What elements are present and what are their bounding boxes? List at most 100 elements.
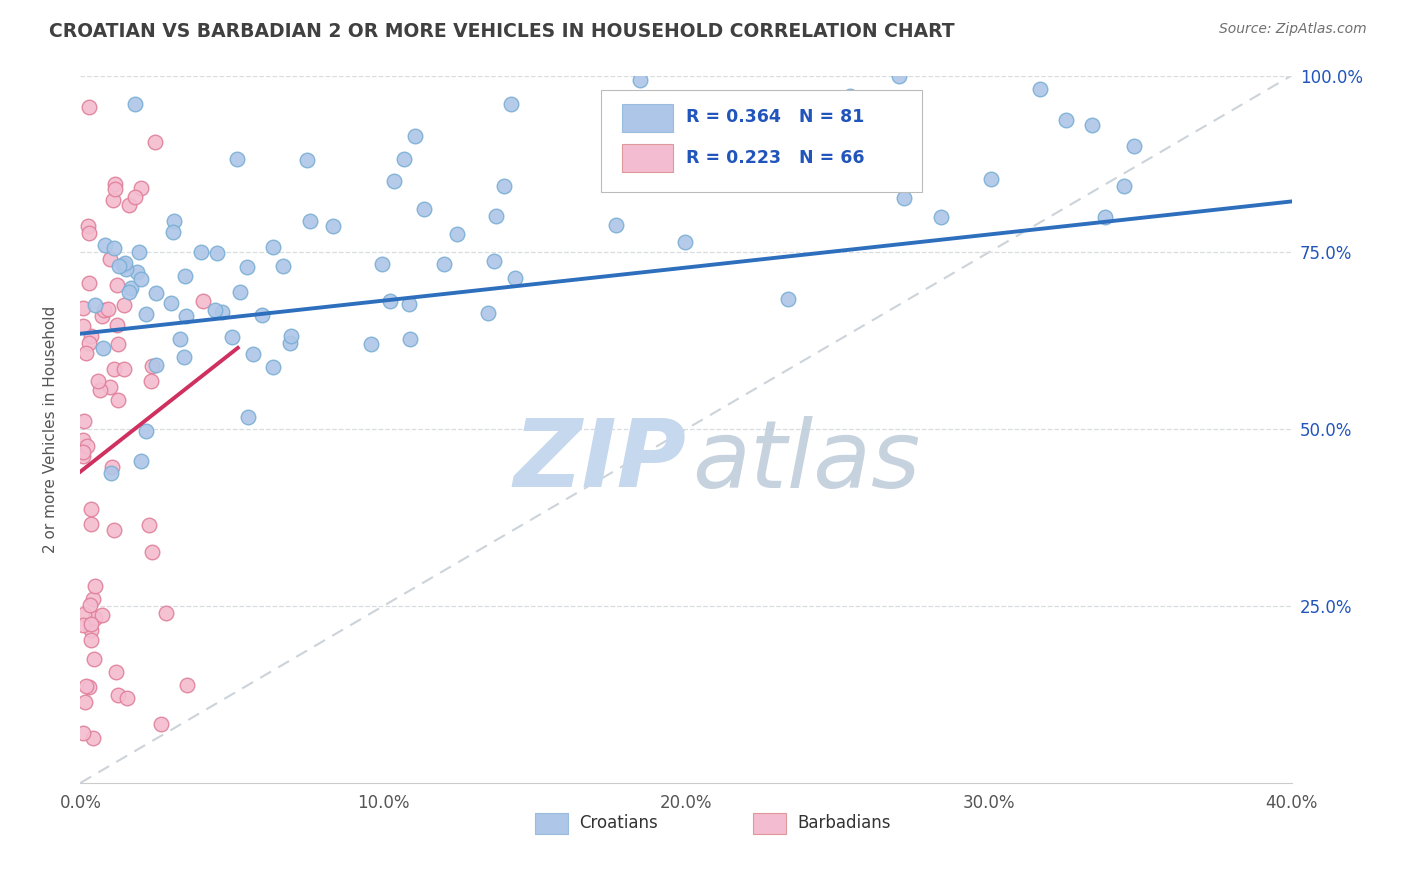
Point [638, 153, 661, 168]
Point [80, 502, 103, 516]
Point [484, 209, 506, 223]
Point [77, 226, 100, 240]
Point [90, 607, 112, 622]
Point [174, 268, 197, 283]
Point [145, 358, 167, 372]
Point [84, 298, 107, 312]
Point [104, 182, 127, 196]
Point [98, 380, 121, 394]
Point [446, 227, 468, 241]
Point [83, 579, 105, 593]
Point [108, 260, 131, 274]
Point [872, 178, 894, 192]
Y-axis label: 2 or more Vehicles in Household: 2 or more Vehicles in Household [44, 306, 58, 553]
Point [297, 153, 319, 168]
Point [221, 330, 243, 344]
Point [138, 518, 160, 533]
Point [72, 449, 94, 463]
Point [75, 345, 97, 359]
Point [135, 307, 157, 321]
Point [384, 174, 406, 188]
Point [190, 245, 212, 260]
Bar [621, 145, 672, 172]
Point [280, 336, 302, 351]
Point [120, 281, 142, 295]
Point [104, 178, 127, 192]
Text: R = 0.364   N = 81: R = 0.364 N = 81 [686, 108, 865, 127]
Point [79, 100, 101, 114]
Point [82, 731, 104, 746]
Point [893, 191, 915, 205]
Point [100, 466, 122, 480]
Point [105, 665, 128, 679]
Point [112, 298, 135, 312]
Point [162, 225, 184, 239]
Point [77, 219, 100, 233]
Point [673, 235, 696, 250]
Point [1054, 113, 1077, 128]
Point [1029, 82, 1052, 96]
Point [72, 319, 94, 334]
Point [89, 383, 111, 397]
Point [82, 591, 104, 606]
Point [118, 285, 141, 299]
Point [114, 262, 136, 277]
Point [72, 726, 94, 740]
Point [499, 96, 522, 111]
Point [73, 414, 96, 428]
Point [778, 292, 800, 306]
Point [77, 276, 100, 290]
Point [131, 272, 153, 286]
Point [163, 214, 186, 228]
Point [79, 516, 101, 531]
Point [398, 297, 420, 311]
Point [141, 374, 163, 388]
Point [205, 246, 228, 260]
Point [484, 253, 506, 268]
Point [73, 607, 96, 621]
Text: atlas: atlas [692, 416, 921, 507]
Point [98, 252, 121, 267]
Point [72, 445, 94, 459]
Point [392, 152, 415, 166]
Point [115, 691, 138, 706]
Point [839, 89, 862, 103]
Point [79, 598, 101, 612]
Point [141, 359, 163, 373]
Point [398, 332, 420, 346]
Point [271, 259, 294, 273]
Point [80, 617, 103, 632]
Bar [534, 813, 568, 834]
Point [124, 190, 146, 204]
Point [83, 611, 105, 625]
Point [101, 459, 124, 474]
Point [250, 308, 273, 322]
Point [107, 392, 129, 407]
Point [360, 336, 382, 351]
Point [107, 337, 129, 351]
Point [103, 362, 125, 376]
Point [79, 335, 101, 350]
Text: CROATIAN VS BARBADIAN 2 OR MORE VEHICLES IN HOUSEHOLD CORRELATION CHART: CROATIAN VS BARBADIAN 2 OR MORE VEHICLES… [49, 22, 955, 41]
Point [124, 96, 146, 111]
Point [605, 218, 627, 232]
Point [1114, 179, 1136, 194]
Point [83, 652, 105, 666]
Point [112, 258, 135, 272]
Point [143, 135, 166, 149]
Point [141, 545, 163, 559]
Point [127, 265, 149, 279]
Point [79, 680, 101, 694]
Point [103, 524, 125, 538]
Point [169, 332, 191, 346]
Point [371, 257, 394, 271]
Point [72, 433, 94, 447]
Point [173, 350, 195, 364]
Point [80, 623, 103, 637]
Point [128, 244, 150, 259]
Point [378, 294, 401, 309]
Point [80, 633, 103, 648]
Bar [621, 103, 672, 132]
Point [105, 318, 128, 332]
Point [145, 286, 167, 301]
